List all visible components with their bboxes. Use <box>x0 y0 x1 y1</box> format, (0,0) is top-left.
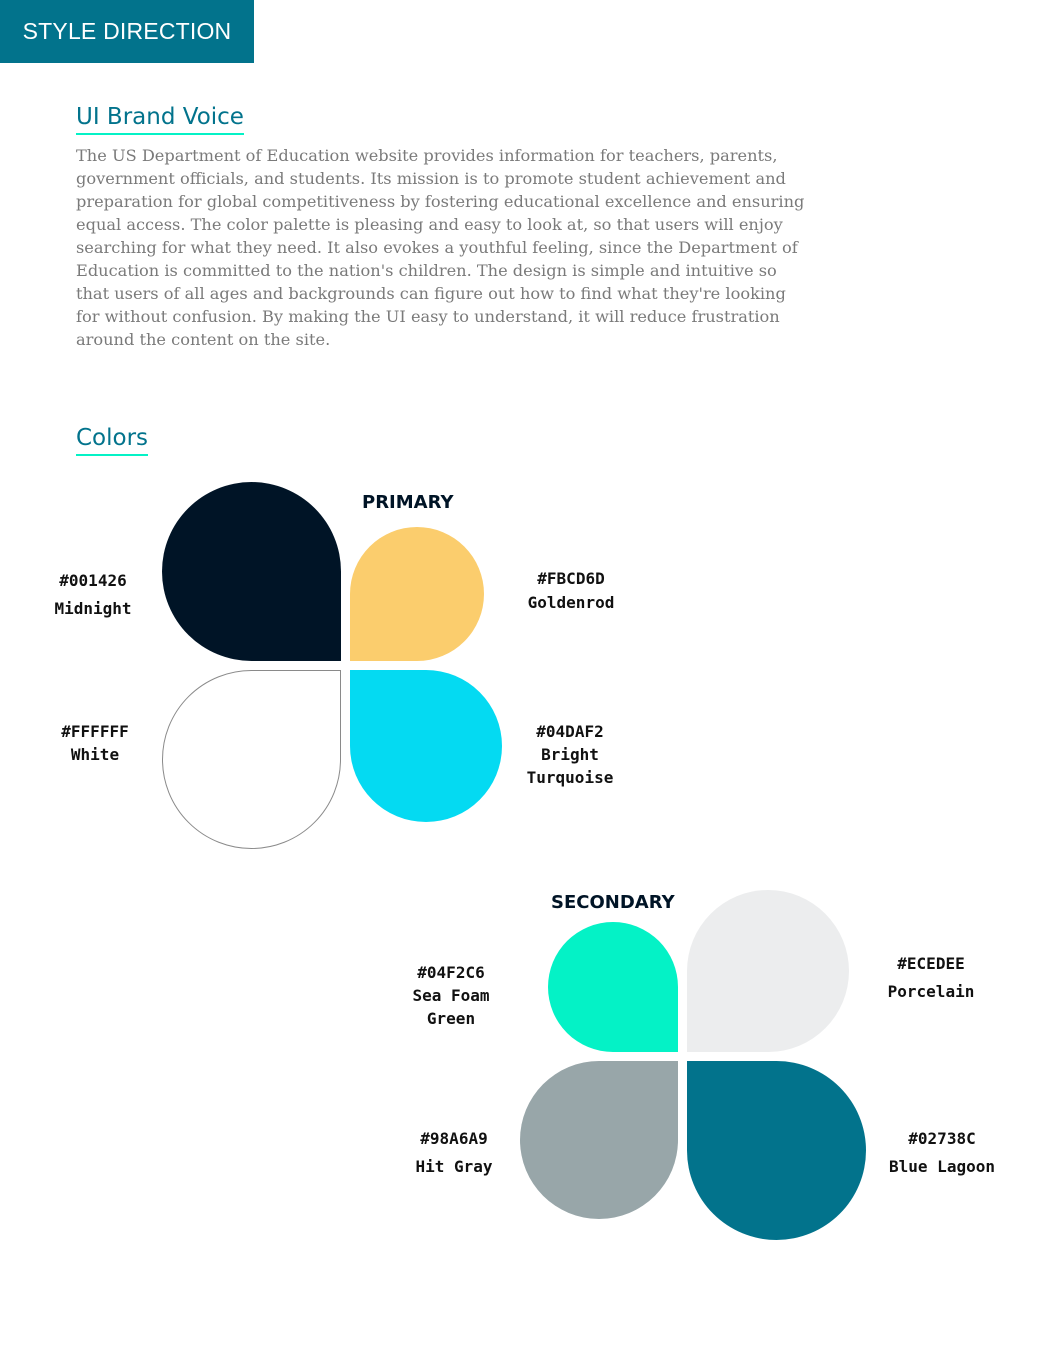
color-name: Sea Foam <box>412 986 490 1005</box>
swatch-goldenrod <box>350 527 484 661</box>
hex-code: #98A6A9 <box>420 1129 488 1148</box>
label-porcelain: #ECEDEE Porcelain <box>851 950 1011 1006</box>
swatch-midnight <box>162 482 341 661</box>
color-name: White <box>70 745 120 764</box>
label-sea-foam-green: #04F2C6 Sea Foam Green <box>371 961 531 1030</box>
hex-code: #ECEDEE <box>897 954 965 973</box>
color-name: Hit Gray <box>415 1157 493 1176</box>
swatch-bright-turquoise <box>350 670 502 822</box>
hex-code: #001426 <box>59 571 127 590</box>
style-direction-banner: STYLE DIRECTION <box>0 0 254 63</box>
label-white: #FFFFFF White <box>15 720 175 766</box>
colors-title: Colors <box>76 424 149 456</box>
swatch-hit-gray <box>520 1061 678 1219</box>
hex-code: #02738C <box>908 1129 976 1148</box>
label-goldenrod: #FBCD6D Goldenrod <box>491 567 651 615</box>
color-name: Goldenrod <box>527 593 615 612</box>
hex-code: #FBCD6D <box>537 569 605 588</box>
color-name: Turquoise <box>526 768 614 787</box>
swatch-white <box>162 670 341 849</box>
brand-voice-title: UI Brand Voice <box>76 103 244 135</box>
brand-voice-description: The US Department of Education website p… <box>76 146 805 349</box>
primary-palette-label: PRIMARY <box>362 492 454 513</box>
color-name: Porcelain <box>887 982 975 1001</box>
label-bright-turquoise: #04DAF2 Bright Turquoise <box>490 720 650 789</box>
swatch-blue-lagoon <box>687 1061 866 1240</box>
label-hit-gray: #98A6A9 Hit Gray <box>374 1125 534 1181</box>
secondary-palette-label: SECONDARY <box>551 892 675 913</box>
label-midnight: #001426 Midnight <box>13 567 173 623</box>
color-name: Midnight <box>54 599 132 618</box>
hex-code: #04DAF2 <box>536 722 604 741</box>
banner-label: STYLE DIRECTION <box>22 18 232 44</box>
hex-code: #FFFFFF <box>61 722 129 741</box>
hex-code: #04F2C6 <box>417 963 485 982</box>
label-blue-lagoon: #02738C Blue Lagoon <box>862 1125 1022 1181</box>
color-name: Blue Lagoon <box>889 1157 995 1176</box>
color-name: Bright <box>541 745 599 764</box>
swatch-porcelain <box>687 890 849 1052</box>
swatch-sea-foam-green <box>548 922 678 1052</box>
color-name: Green <box>426 1009 476 1028</box>
